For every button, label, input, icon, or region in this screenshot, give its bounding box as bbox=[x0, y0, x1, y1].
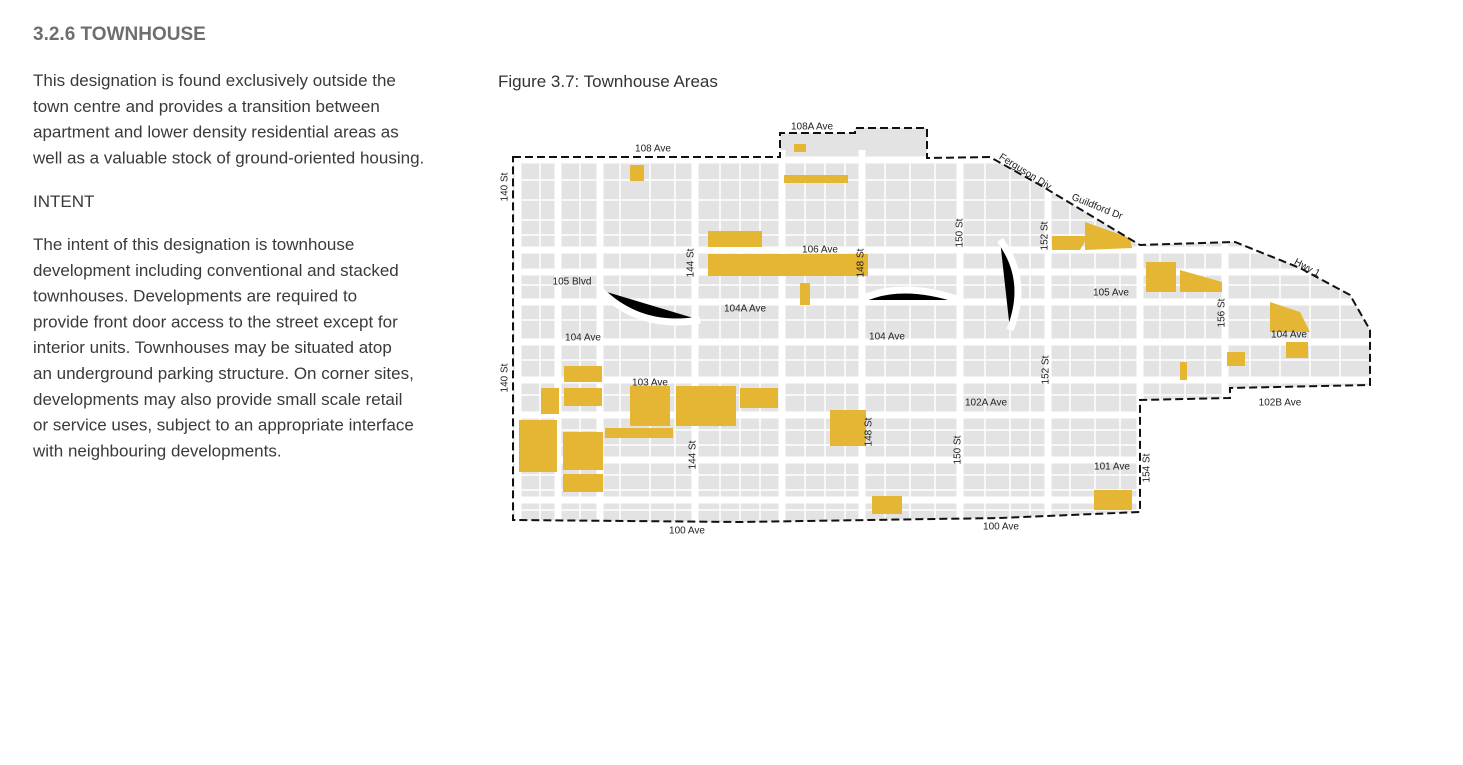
street-label: 105 Ave bbox=[1093, 288, 1129, 299]
street-label: 108A Ave bbox=[791, 122, 834, 133]
street-label: 152 St bbox=[1041, 355, 1052, 384]
text-line: an underground parking structure. On cor… bbox=[33, 364, 414, 383]
intent-heading: INTENT bbox=[33, 192, 94, 211]
street-label: 154 St bbox=[1142, 453, 1153, 482]
street-label: 150 St bbox=[953, 435, 964, 464]
text-line: town centre and provides a transition be… bbox=[33, 97, 380, 116]
street-label: 148 St bbox=[864, 417, 875, 446]
street-label: 105 Blvd bbox=[553, 277, 592, 288]
street-label: 103 Ave bbox=[632, 378, 668, 389]
text-line: apartment and lower density residential … bbox=[33, 123, 399, 142]
text-line: with neighbouring developments. bbox=[32, 441, 282, 460]
text-line: developments may also provide small scal… bbox=[33, 390, 402, 409]
text-line: well as a valuable stock of ground-orien… bbox=[32, 148, 424, 167]
section-title: 3.2.6 TOWNHOUSE bbox=[33, 24, 206, 45]
map-boundary bbox=[512, 127, 1371, 524]
intro-paragraph: This designation is found exclusively ou… bbox=[32, 71, 424, 167]
street-label: 104 Ave bbox=[1271, 330, 1307, 341]
map: 108A Ave 108 Ave 140 St 105 Blvd 144 St 106 A… bbox=[500, 122, 1371, 537]
text-line: townhouses. Developments are required to bbox=[33, 287, 357, 306]
street-label: 100 Ave bbox=[983, 522, 1019, 533]
text-line: or service uses, subject to an appropria… bbox=[33, 416, 414, 435]
text-line: development including conventional and s… bbox=[33, 261, 399, 280]
street-label: 104A Ave bbox=[724, 304, 767, 315]
street-label: 102B Ave bbox=[1259, 398, 1302, 409]
street-label: 152 St bbox=[1040, 221, 1051, 250]
street-label: 140 St bbox=[500, 172, 511, 201]
street-label: 148 St bbox=[856, 248, 867, 277]
street-label: 104 Ave bbox=[869, 332, 905, 343]
text-line: This designation is found exclusively ou… bbox=[33, 71, 396, 90]
text-line: The intent of this designation is townho… bbox=[33, 235, 354, 254]
street-label: 156 St bbox=[1217, 298, 1228, 327]
street-label: 102A Ave bbox=[965, 398, 1008, 409]
street-label: 100 Ave bbox=[669, 526, 705, 537]
townhouse-areas bbox=[519, 144, 1310, 514]
text-line: interior units. Townhouses may be situat… bbox=[33, 338, 392, 357]
street-label: 150 St bbox=[955, 218, 966, 247]
street-label: 101 Ave bbox=[1094, 462, 1130, 473]
figure-title: Figure 3.7: Townhouse Areas bbox=[498, 72, 718, 91]
streets bbox=[513, 150, 1370, 522]
text-line: provide front door access to the street … bbox=[33, 312, 398, 331]
street-label: 144 St bbox=[686, 248, 697, 277]
street-label: 106 Ave bbox=[802, 245, 838, 256]
intent-paragraph: The intent of this designation is townho… bbox=[32, 235, 414, 460]
street-label: 144 St bbox=[688, 440, 699, 469]
street-label: 104 Ave bbox=[565, 333, 601, 344]
street-label: 108 Ave bbox=[635, 144, 671, 155]
street-label: 140 St bbox=[500, 363, 511, 392]
